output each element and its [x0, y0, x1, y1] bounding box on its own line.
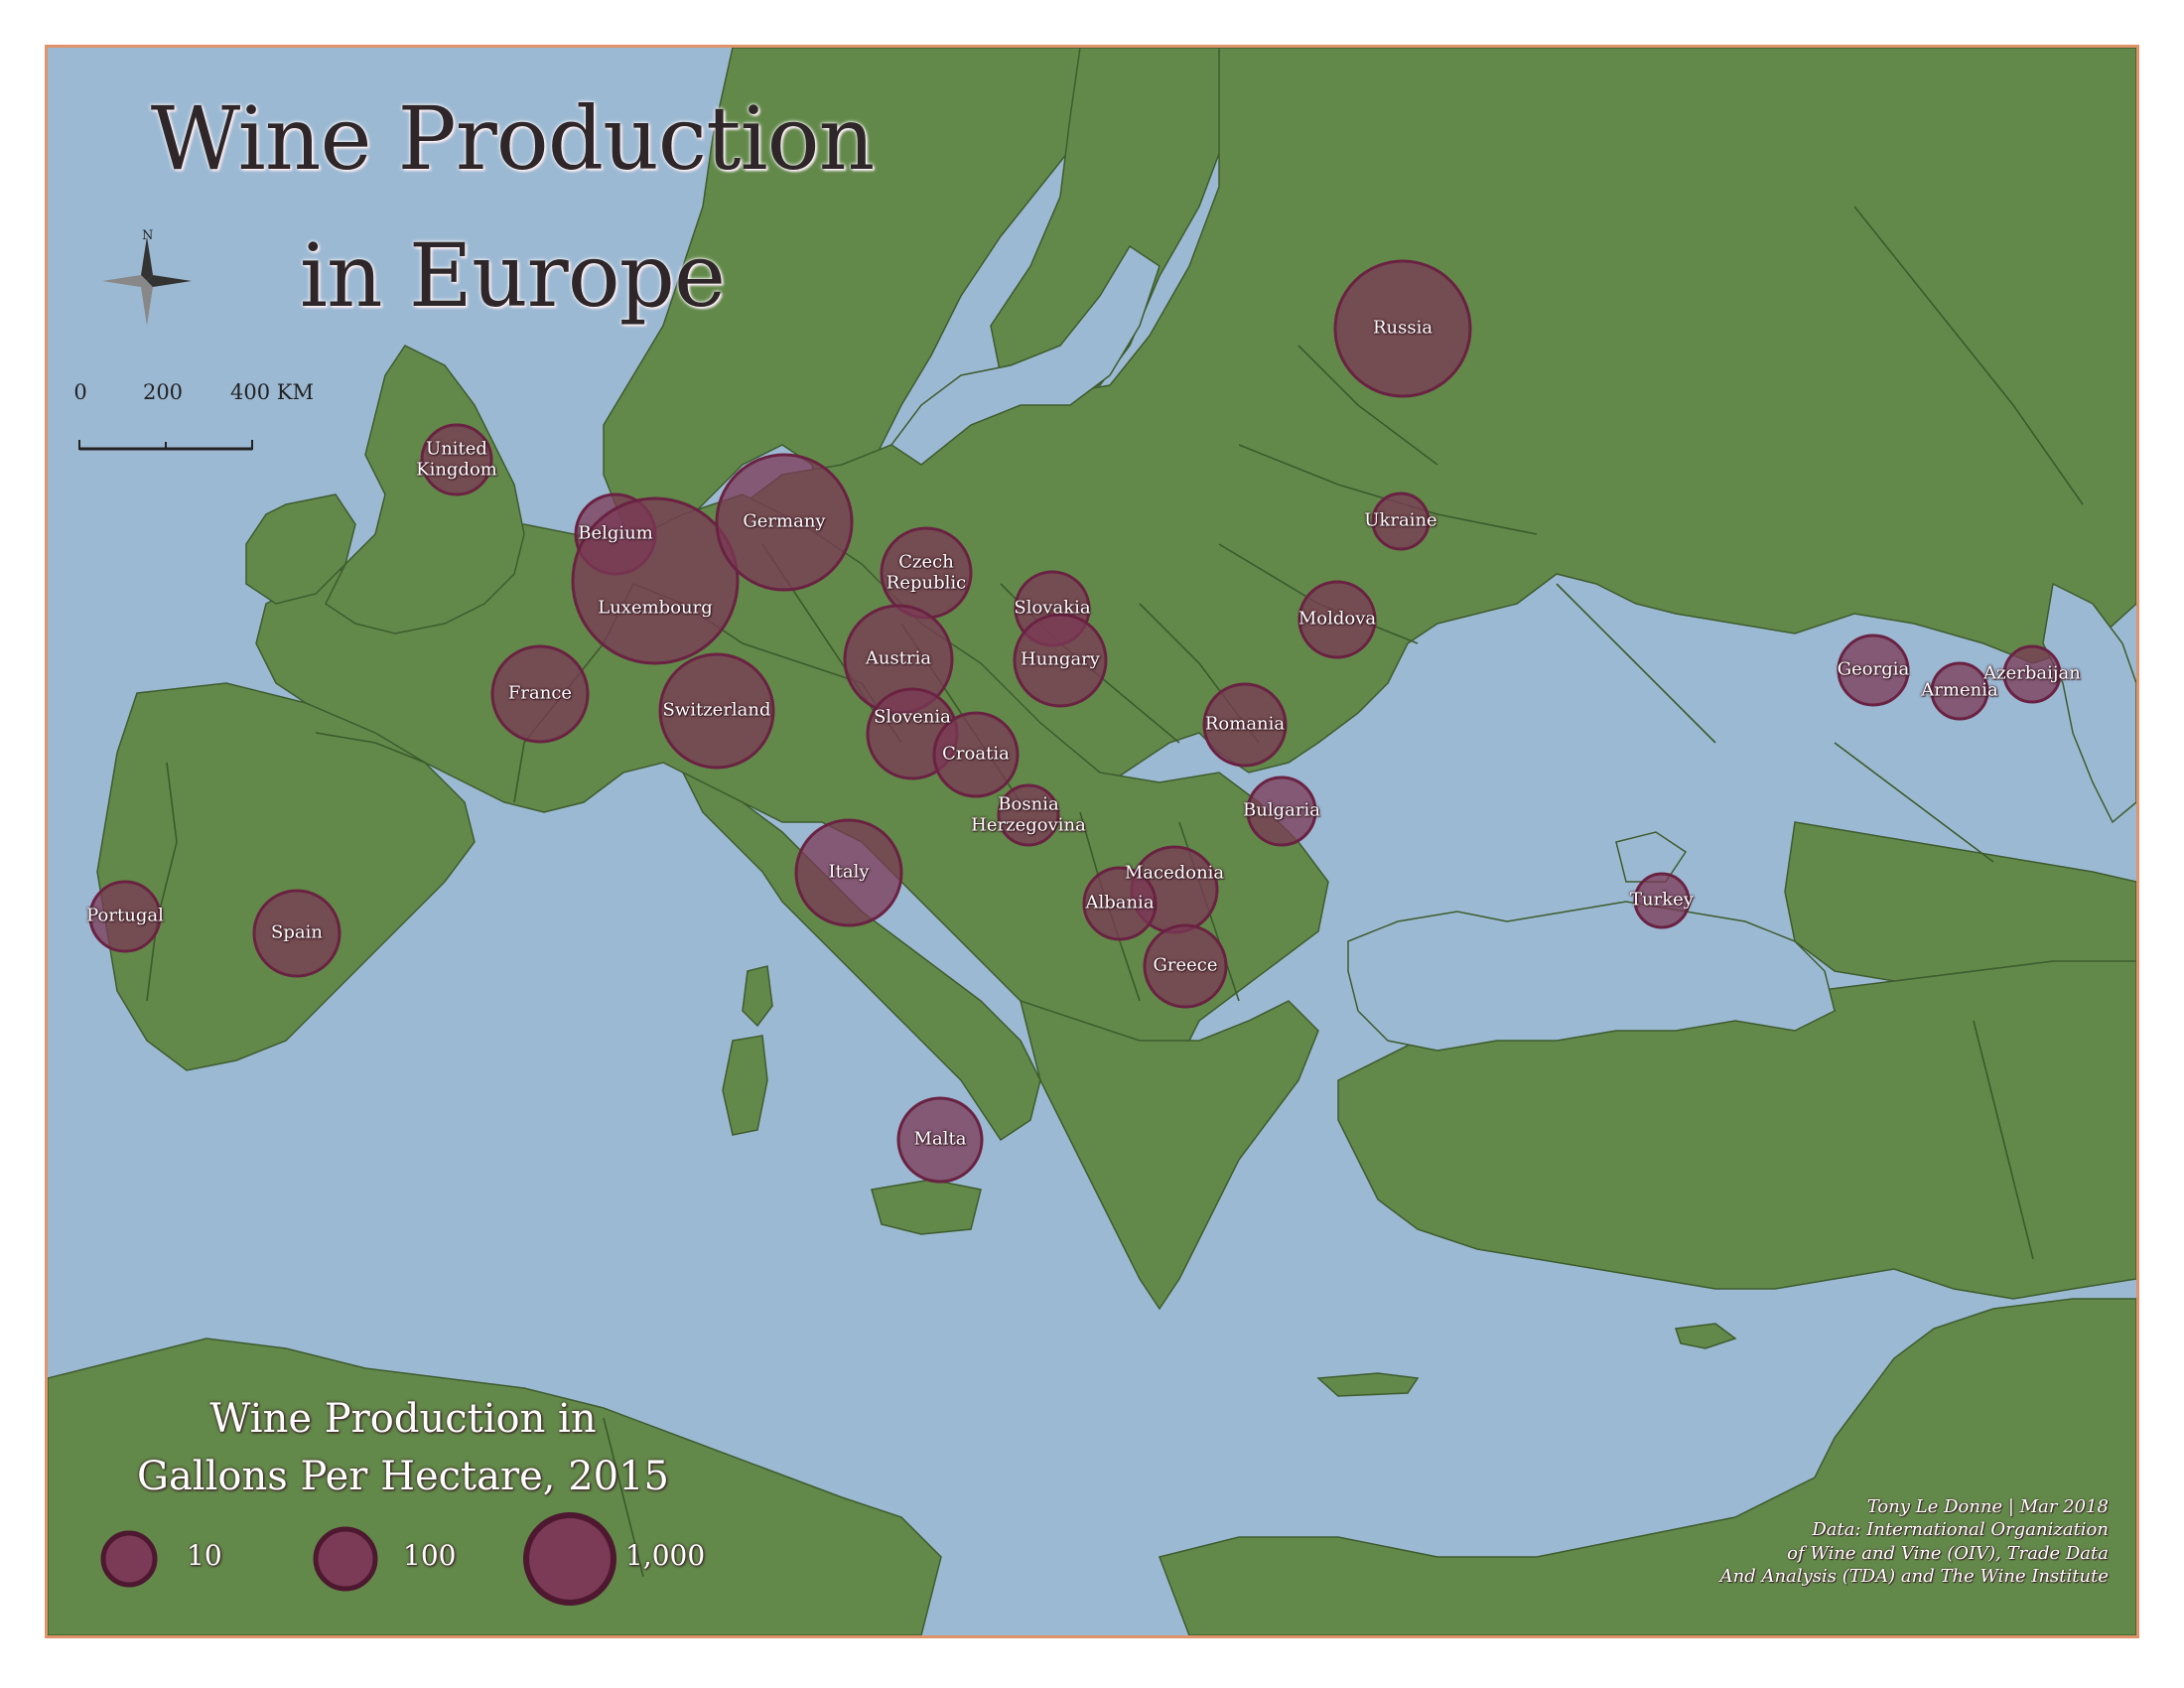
symbol-germany: [715, 453, 854, 592]
country-label-portugal: Portugal: [86, 905, 164, 926]
symbol-france: [490, 644, 590, 744]
legend-title-line1: Wine Production in: [209, 1396, 597, 1442]
credits-line-source-2: of Wine and Vine (OIV), Trade Data: [1787, 1542, 2109, 1564]
symbol-georgia: [1837, 633, 1910, 707]
legend-circle-1000: [523, 1512, 616, 1606]
country-label-austria: Austria: [865, 647, 932, 669]
country-label-luxembourg: Luxembourg: [598, 597, 713, 619]
scale-tick-0: 0: [73, 380, 87, 404]
symbol-ukraine: [1371, 492, 1431, 551]
country-label-moldova: Moldova: [1297, 608, 1377, 630]
country-label-spain: Spain: [271, 921, 323, 943]
legend-circles: [100, 1512, 616, 1606]
water-caspian: [2042, 582, 2136, 824]
legend-value-100: 100: [403, 1539, 457, 1572]
symbol-luxembourg: [571, 496, 740, 665]
scale-bar: [77, 437, 254, 451]
country-label-hungary: Hungary: [1021, 648, 1100, 670]
scale-tick-200: 200: [142, 380, 184, 404]
country-label-czech-republic: Czech Republic: [886, 551, 967, 593]
country-label-russia: Russia: [1372, 317, 1433, 339]
country-label-macedonia: Macedonia: [1124, 862, 1225, 884]
compass-north-label: N: [142, 228, 154, 243]
credits-line-source-1: Data: International Organization: [1812, 1519, 2109, 1541]
country-label-greece: Greece: [1153, 954, 1218, 976]
land-balkans: [1019, 999, 1319, 1311]
symbol-moldova: [1297, 580, 1377, 659]
symbol-azerbaijan: [2002, 644, 2062, 704]
water-baltic: [889, 244, 1160, 466]
land-cyprus: [1674, 1323, 1737, 1349]
symbol-romania: [1202, 682, 1288, 768]
legend-circle-10: [100, 1530, 158, 1588]
country-label-croatia: Croatia: [942, 743, 1010, 765]
land-sicily: [871, 1179, 982, 1235]
legend-value-10: 10: [187, 1539, 222, 1572]
country-label-armenia: Armenia: [1921, 679, 1998, 701]
country-label-belgium: Belgium: [578, 522, 653, 544]
map-canvas: [48, 48, 2136, 1635]
country-label-ukraine: Ukraine: [1364, 509, 1437, 531]
land-great-britain: [325, 345, 525, 634]
country-label-azerbaijan: Azerbaijan: [1983, 662, 2081, 684]
country-label-switzerland: Switzerland: [662, 699, 771, 721]
compass-rose-icon: [97, 231, 197, 331]
credits: Tony Le Donne | Mar 2018 Data: Internati…: [1720, 1495, 2109, 1589]
symbol-croatia: [932, 711, 1020, 798]
land-north-africa: [48, 1337, 942, 1635]
symbol-portugal: [88, 880, 162, 953]
land-libya-egypt: [1158, 1298, 2136, 1635]
country-label-bosnia-herzegovina: Bosnia Herzegovina: [971, 793, 1086, 835]
country-label-georgia: Georgia: [1837, 658, 1910, 680]
country-label-united-kingdom: United Kingdom: [416, 438, 497, 480]
land-crete: [1316, 1372, 1420, 1397]
symbol-turkey: [1633, 872, 1691, 929]
country-label-turkey: Turkey: [1630, 889, 1694, 911]
country-label-romania: Romania: [1204, 713, 1286, 735]
land-sardinia: [722, 1035, 768, 1136]
map-title-line1: Wine Production: [150, 87, 875, 190]
map-title-line2: in Europe: [299, 224, 726, 327]
symbol-spain: [252, 889, 341, 978]
symbol-bulgaria: [1246, 775, 1317, 847]
country-label-slovenia: Slovenia: [874, 706, 951, 728]
symbol-russia: [1333, 259, 1472, 398]
country-label-bulgaria: Bulgaria: [1243, 799, 1320, 821]
map-frame: Russia United Kingdom Belgium Luxembourg Ger…: [45, 45, 2139, 1638]
symbol-malta: [896, 1096, 984, 1184]
land-caucasus: [1784, 821, 2136, 982]
symbol-switzerland: [658, 652, 775, 770]
country-label-malta: Malta: [913, 1128, 967, 1150]
legend-value-1000: 1,000: [625, 1539, 706, 1572]
wine-symbols: [88, 259, 2062, 1184]
legend-circle-100: [313, 1526, 378, 1592]
country-label-albania: Albania: [1085, 892, 1155, 914]
country-label-germany: Germany: [743, 510, 826, 532]
country-label-france: France: [507, 682, 573, 704]
credits-line-source-3: And Analysis (TDA) and The Wine Institut…: [1719, 1566, 2109, 1588]
water-black-sea: [1347, 901, 1836, 1052]
country-label-slovakia: Slovakia: [1014, 597, 1091, 619]
land-ireland: [245, 493, 356, 605]
symbol-bosnia-herzegovina: [997, 783, 1060, 847]
symbol-united-kingdom: [420, 423, 493, 496]
credits-line-author: Tony Le Donne | Mar 2018: [1866, 1496, 2109, 1517]
scale-tick-400: 400 KM: [230, 380, 314, 404]
land-corsica: [742, 965, 773, 1028]
legend-title-line2: Gallons Per Hectare, 2015: [137, 1454, 669, 1499]
symbol-armenia: [1930, 661, 1989, 721]
symbol-albania: [1082, 866, 1158, 941]
country-label-italy: Italy: [828, 861, 870, 883]
symbol-italy: [794, 818, 903, 927]
symbol-hungary: [1013, 613, 1108, 708]
symbol-greece: [1143, 923, 1228, 1009]
water-azov: [1615, 831, 1688, 883]
